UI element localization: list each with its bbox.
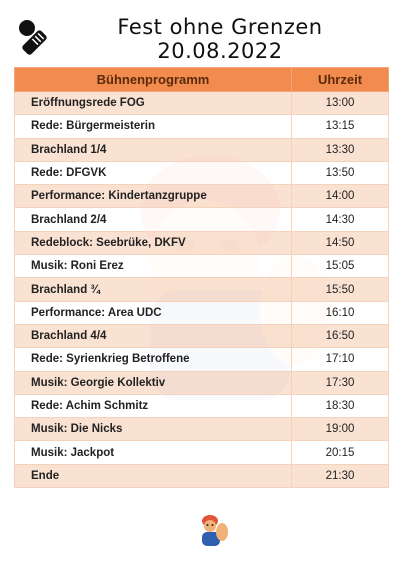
table-row: Brachland 2/4 14:30 xyxy=(14,207,389,232)
table-row: Rede: Achim Schmitz 18:30 xyxy=(14,393,389,419)
table-row: Performance: Kindertanzgruppe 14:00 xyxy=(14,184,389,209)
table-header-row: Bühnenprogramm Uhrzeit xyxy=(14,67,389,92)
program-item: Ende xyxy=(14,463,292,489)
program-time: 18:30 xyxy=(291,393,389,419)
table-row: Rede: DFGVK 13:50 xyxy=(14,160,389,186)
table-row: Musik: Die Nicks 19:00 xyxy=(14,417,389,442)
program-time: 21:30 xyxy=(291,463,389,489)
table-row: Musik: Jackpot 20:15 xyxy=(14,440,389,465)
program-item: Musik: Jackpot xyxy=(14,440,292,465)
program-item: Rede: Achim Schmitz xyxy=(14,393,292,419)
microphone-icon xyxy=(19,20,47,55)
table-row: Performance: Area UDC 16:10 xyxy=(14,300,389,325)
program-item: Brachland 2/4 xyxy=(14,207,292,232)
program-time: 13:50 xyxy=(291,160,389,186)
program-time: 13:15 xyxy=(291,114,389,139)
program-time: 15:50 xyxy=(291,277,389,302)
program-time: 14:50 xyxy=(291,230,389,256)
program-item: Brachland 4/4 xyxy=(14,323,292,349)
table-row: Ende 21:30 xyxy=(14,463,389,489)
woman-fist-logo xyxy=(202,515,228,546)
program-time: 13:00 xyxy=(291,90,389,116)
table-row: Rede: Syrienkrieg Betroffene 17:10 xyxy=(14,347,389,372)
program-item: Performance: Area UDC xyxy=(14,300,292,325)
column-header-program: Bühnenprogramm xyxy=(14,67,292,92)
program-item: Musik: Roni Erez xyxy=(14,254,292,279)
header: Fest ohne Grenzen 20.08.2022 xyxy=(100,12,340,63)
table-row: Musik: Roni Erez 15:05 xyxy=(14,254,389,279)
table-row: Brachland 4/4 16:50 xyxy=(14,323,389,349)
program-time: 13:30 xyxy=(291,137,389,162)
program-item: Rede: DFGVK xyxy=(14,160,292,186)
table-row: Redeblock: Seebrüke, DKFV 14:50 xyxy=(14,230,389,256)
program-time: 14:30 xyxy=(291,207,389,232)
program-time: 15:05 xyxy=(291,254,389,279)
program-item: Musik: Georgie Kollektiv xyxy=(14,370,292,395)
program-time: 20:15 xyxy=(291,440,389,465)
program-time: 14:00 xyxy=(291,184,389,209)
program-time: 17:10 xyxy=(291,347,389,372)
program-item: Brachland 1/4 xyxy=(14,137,292,162)
program-item: Performance: Kindertanzgruppe xyxy=(14,184,292,209)
program-item: Rede: Bürgermeisterin xyxy=(14,114,292,139)
event-date: 20.08.2022 xyxy=(157,39,283,63)
program-item: Brachland ¾ xyxy=(14,277,292,302)
table-row: Brachland ¾ 15:50 xyxy=(14,277,389,302)
table-row: Brachland 1/4 13:30 xyxy=(14,137,389,162)
program-time: 16:50 xyxy=(291,323,389,349)
program-item: Musik: Die Nicks xyxy=(14,417,292,442)
page-title: Fest ohne Grenzen xyxy=(117,15,323,39)
column-header-time: Uhrzeit xyxy=(291,67,389,92)
program-item: Redeblock: Seebrüke, DKFV xyxy=(14,230,292,256)
program-time: 17:30 xyxy=(291,370,389,395)
program-time: 19:00 xyxy=(291,417,389,442)
stage-program-table: Bühnenprogramm Uhrzeit Eröffnungsrede FO… xyxy=(14,67,389,489)
program-item: Rede: Syrienkrieg Betroffene xyxy=(14,347,292,372)
program-time: 16:10 xyxy=(291,300,389,325)
program-item: Eröffnungsrede FOG xyxy=(14,90,292,116)
table-row: Eröffnungsrede FOG 13:00 xyxy=(14,90,389,116)
table-row: Musik: Georgie Kollektiv 17:30 xyxy=(14,370,389,395)
table-row: Rede: Bürgermeisterin 13:15 xyxy=(14,114,389,139)
